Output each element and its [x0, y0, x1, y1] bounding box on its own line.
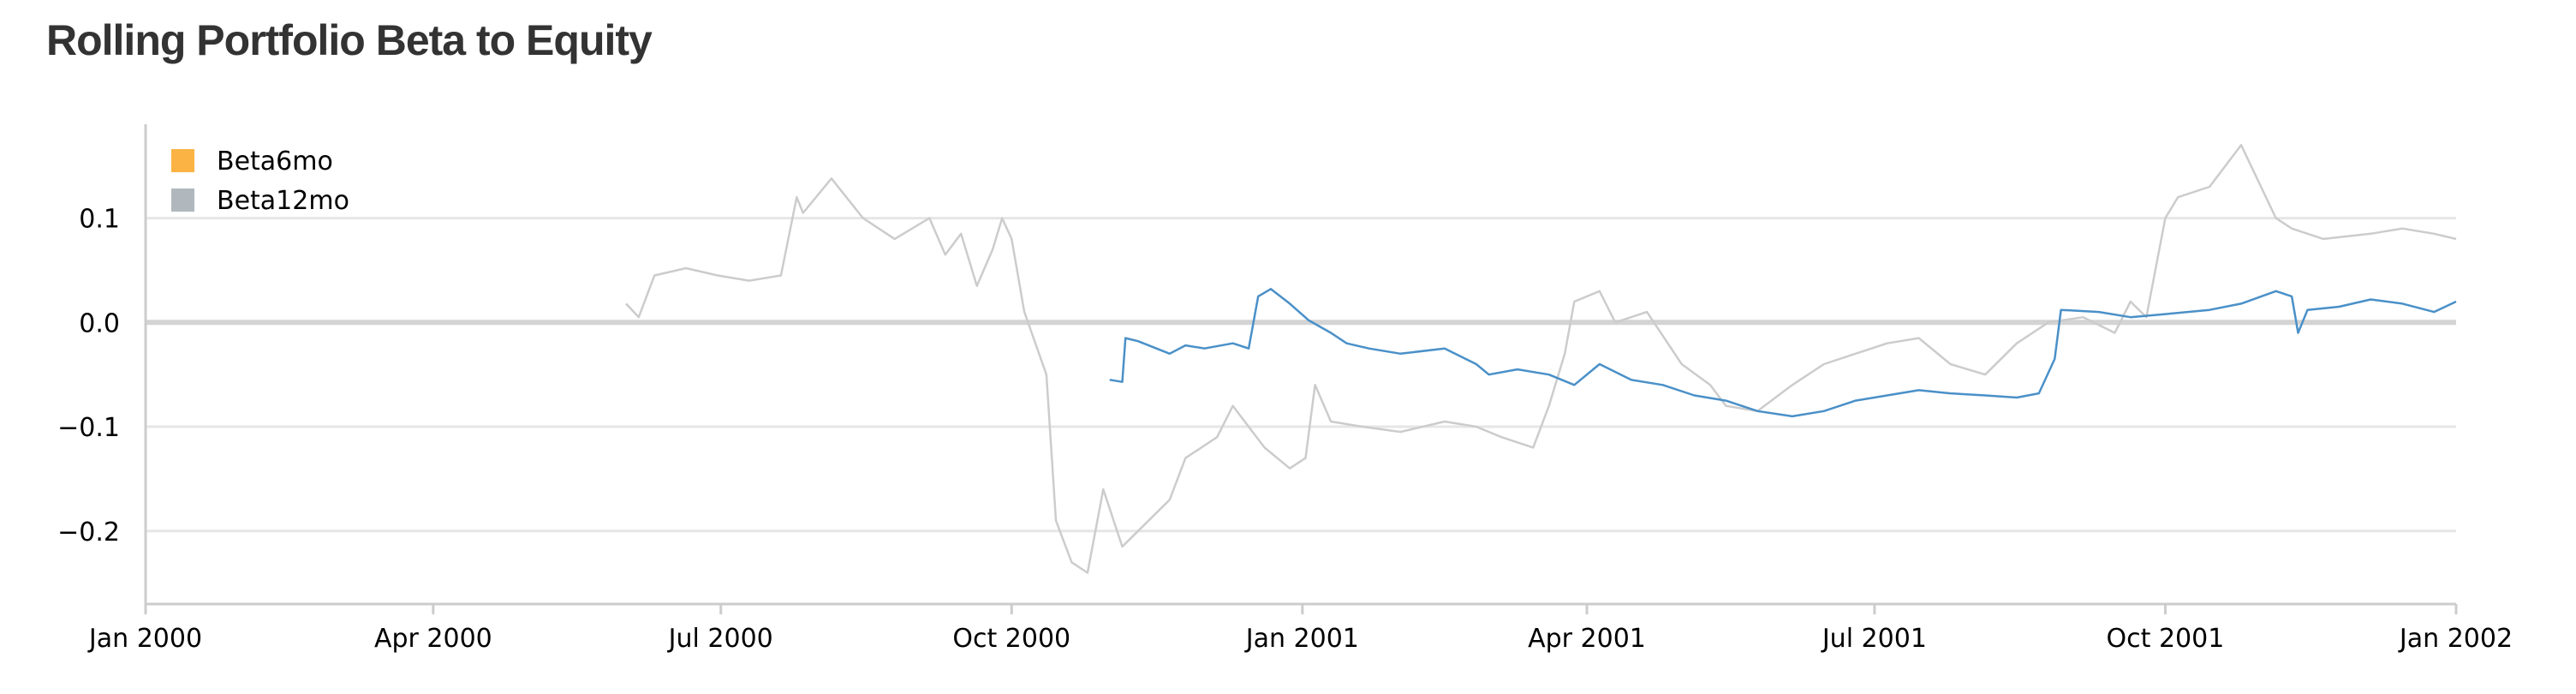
y-axis-ticks: 0.1 0.0 −0.1 −0.2 [57, 205, 120, 547]
x-tick-label: Oct 2001 [2107, 624, 2225, 654]
x-tick-label: Jul 2000 [667, 624, 773, 654]
x-tick-label: Apr 2001 [1528, 624, 1646, 654]
x-tick-label: Jan 2000 [87, 624, 202, 654]
legend: Beta6mo Beta12mo [171, 147, 349, 216]
legend-swatch-beta6mo [171, 149, 194, 172]
x-tick-label: Jan 2002 [2398, 624, 2513, 654]
y-tick-label: −0.2 [57, 518, 120, 547]
series-line-beta12mo [625, 144, 2457, 574]
grid-lines [146, 217, 2456, 533]
y-tick-label: 0.1 [79, 205, 120, 235]
series-lines [625, 144, 2457, 574]
x-tick-label: Jan 2001 [1244, 624, 1359, 654]
chart-title: Rolling Portfolio Beta to Equity [46, 16, 653, 64]
axes [144, 124, 2456, 606]
legend-label-beta12mo: Beta12mo [217, 186, 349, 216]
legend-label-beta6mo: Beta6mo [217, 147, 333, 176]
x-tick-label: Oct 2000 [952, 624, 1070, 654]
series-line-beta6mo [1109, 288, 2457, 418]
legend-swatch-beta12mo [171, 188, 194, 212]
y-tick-label: −0.1 [57, 413, 120, 443]
x-tick-label: Jul 2001 [1821, 624, 1927, 654]
x-tick-label: Apr 2000 [374, 624, 492, 654]
x-axis-ticks: Jan 2000 Apr 2000 Jul 2000 Oct 2000 Jan 2001… [87, 604, 2513, 654]
y-tick-label: 0.0 [79, 308, 120, 338]
